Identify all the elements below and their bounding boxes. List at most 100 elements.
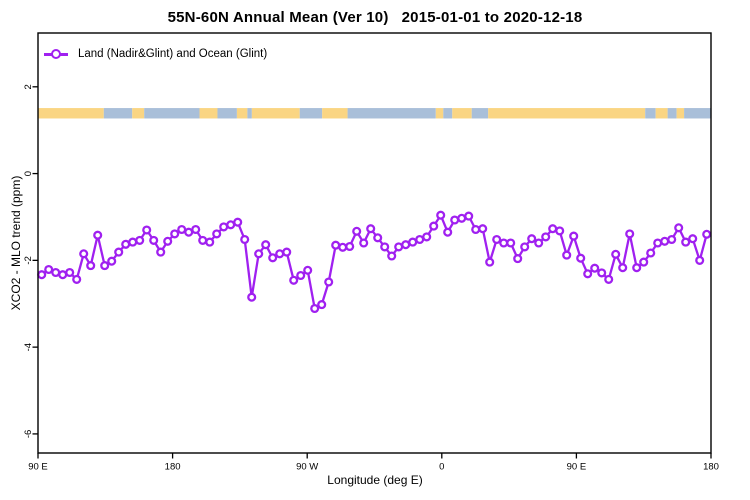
- data-point-marker: [702, 229, 712, 239]
- data-point-marker: [317, 300, 327, 310]
- data-point-marker: [198, 235, 208, 245]
- data-point-marker: [625, 229, 635, 239]
- data-point-marker: [527, 234, 537, 244]
- map-band-ocean-segment: [103, 108, 133, 119]
- data-point-marker: [415, 234, 425, 245]
- data-point-marker: [93, 230, 103, 240]
- data-point-marker: [135, 235, 145, 245]
- y-tick-label: -2: [23, 256, 34, 264]
- map-band-strip: [38, 108, 711, 119]
- data-point-marker: [163, 236, 173, 246]
- data-point-marker: [366, 224, 376, 234]
- map-band-land-segment: [132, 108, 145, 119]
- map-band-ocean-segment: [443, 108, 453, 119]
- data-point-marker: [646, 248, 656, 258]
- data-point-marker: [667, 234, 677, 245]
- data-point-marker: [562, 250, 572, 260]
- data-point-marker: [653, 238, 663, 248]
- data-point-marker: [219, 222, 229, 232]
- data-point-marker: [660, 236, 670, 246]
- data-point-marker: [639, 257, 649, 267]
- data-point-marker: [233, 217, 243, 227]
- data-point-marker: [359, 238, 369, 248]
- data-point-marker: [555, 226, 565, 236]
- data-point-marker: [261, 240, 271, 250]
- x-tick-label: 180: [165, 462, 181, 473]
- data-point-marker: [408, 237, 418, 247]
- x-tick-label: 0: [439, 462, 444, 473]
- data-point-marker: [597, 268, 607, 278]
- y-tick-label: -6: [23, 430, 34, 438]
- data-point-marker: [541, 232, 551, 242]
- data-point-marker: [128, 237, 138, 247]
- map-band-land-segment: [251, 108, 300, 119]
- data-point-marker: [513, 254, 523, 264]
- map-band-land-segment: [488, 108, 646, 119]
- data-point-marker: [422, 232, 432, 242]
- data-point-marker: [457, 213, 467, 223]
- data-point-marker: [373, 233, 383, 243]
- x-tick-label: 90 E: [567, 462, 587, 473]
- map-band-ocean-segment: [144, 108, 200, 119]
- map-band-land-segment: [38, 108, 104, 119]
- data-point-marker: [632, 263, 642, 273]
- data-point-marker: [142, 225, 152, 235]
- data-point-marker: [450, 215, 460, 225]
- data-point-marker: [674, 223, 684, 233]
- data-point-marker: [548, 224, 558, 234]
- data-point-marker: [289, 275, 299, 285]
- data-point-marker: [303, 265, 313, 275]
- y-tick-label: 0: [23, 171, 34, 176]
- data-point-marker: [191, 224, 201, 235]
- legend-label: Land (Nadir&Glint) and Ocean (Glint): [78, 48, 268, 60]
- data-point-marker: [590, 263, 600, 273]
- data-point-marker: [576, 253, 586, 263]
- data-point-marker: [338, 242, 348, 252]
- data-point-marker: [268, 253, 278, 263]
- y-tick-label: 2: [23, 84, 34, 89]
- data-point-marker: [331, 240, 341, 250]
- x-axis: 90 E 180 90 W 0 90 E 180: [28, 453, 719, 473]
- x-axis-title: Longitude (deg E): [327, 473, 423, 487]
- data-point-marker: [72, 274, 82, 284]
- data-point-marker: [275, 249, 285, 259]
- data-point-marker: [569, 231, 579, 241]
- data-point-marker: [44, 264, 54, 275]
- map-band-ocean-segment: [645, 108, 656, 119]
- data-point-marker: [352, 226, 362, 236]
- map-band-ocean-segment: [247, 108, 252, 119]
- data-point-marker: [534, 238, 544, 248]
- plot-border: [37, 32, 712, 454]
- data-point-marker: [184, 227, 194, 237]
- map-band-ocean-segment: [684, 108, 711, 119]
- y-axis-title: XCO2 - MLO trend (ppm): [9, 175, 23, 311]
- map-band-land-segment: [676, 108, 685, 119]
- data-point-marker: [345, 241, 355, 252]
- x-tick-label: 90 W: [296, 462, 318, 473]
- map-band-land-segment: [199, 108, 218, 119]
- data-point-marker: [296, 270, 306, 281]
- data-point-marker: [247, 292, 257, 302]
- data-point-marker: [695, 255, 705, 265]
- data-point-marker: [65, 267, 75, 278]
- data-point-marker: [121, 239, 131, 249]
- data-point-marker: [37, 270, 47, 280]
- data-point-marker: [520, 242, 530, 252]
- data-point-marker: [401, 240, 411, 250]
- data-point-marker: [86, 261, 96, 271]
- data-point-marker: [688, 234, 698, 244]
- map-band-ocean-segment: [347, 108, 436, 119]
- data-point-marker: [464, 211, 474, 221]
- data-point-marker: [254, 249, 264, 259]
- legend: Land (Nadir&Glint) and Ocean (Glint): [44, 47, 267, 61]
- data-point-marker: [485, 257, 495, 267]
- data-point-marker: [604, 274, 614, 284]
- y-axis: 2 0 -2 -4 -6: [23, 84, 38, 438]
- data-point-marker: [58, 270, 68, 280]
- data-point-marker: [499, 238, 509, 248]
- data-point-marker: [212, 229, 222, 239]
- data-point-marker: [506, 238, 516, 248]
- y-tick-label: -4: [23, 343, 34, 351]
